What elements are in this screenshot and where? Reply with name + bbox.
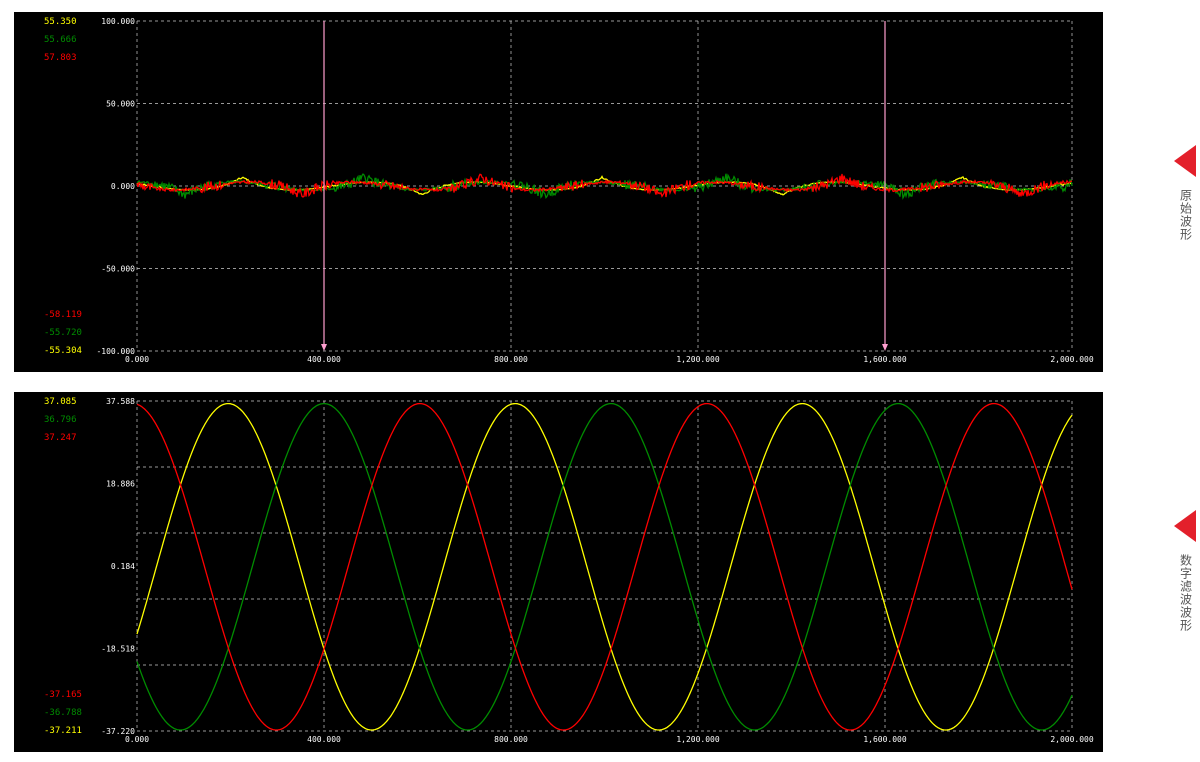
series-line-green <box>136 402 1073 731</box>
x-tick-label: 1,600.000 <box>863 735 907 744</box>
x-tick-label: 2,000.000 <box>1050 355 1094 364</box>
x-tick-label: 1,600.000 <box>863 355 907 364</box>
x-tick-label: 1,200.000 <box>676 355 720 364</box>
min-readout-green: -36.788 <box>44 708 82 718</box>
filtered-waveform-chart: 0.000 400.000 800.000 1,200.000 1,600.000 2,0… <box>14 392 1103 752</box>
side-nav-filtered-waveform[interactable]: 数字滤波波形 <box>1172 510 1200 632</box>
x-tick-label: 400.000 <box>307 355 341 364</box>
plot-svg: 0.000 400.000 800.000 1,200.000 1,600.000 2,0… <box>44 397 1094 744</box>
x-tick-label: 400.000 <box>307 735 341 744</box>
x-tick-label: 1,200.000 <box>676 735 720 744</box>
y-tick-label: 0.000 <box>111 182 135 191</box>
max-readout-yellow: 55.350 <box>44 17 77 27</box>
max-readout-red: 37.247 <box>44 433 77 443</box>
y-tick-label: -50.000 <box>101 265 135 274</box>
side-label: 数字滤波波形 <box>1178 554 1193 632</box>
side-label: 原始波形 <box>1178 189 1193 241</box>
series-line-yellow <box>136 402 1073 731</box>
max-readout-yellow: 37.085 <box>44 397 77 407</box>
y-tick-label: -37.220 <box>101 727 135 736</box>
min-readout-red: -58.119 <box>44 310 82 320</box>
min-readout-red: -37.165 <box>44 690 82 700</box>
series-line-red <box>136 173 1072 198</box>
plot-svg: 0.000 400.000 800.000 1,200.000 1,600.000 2,0… <box>44 17 1094 364</box>
x-tick-label: 800.000 <box>494 355 528 364</box>
y-tick-label: 18.886 <box>106 480 135 489</box>
raw-waveform-chart: 0.000 400.000 800.000 1,200.000 1,600.000 2,0… <box>14 12 1103 372</box>
y-tick-label: 50.000 <box>106 100 135 109</box>
y-tick-label: 0.184 <box>111 562 135 571</box>
min-readout-yellow: -37.211 <box>44 726 82 736</box>
triangle-left-icon <box>1174 145 1196 177</box>
min-readout-yellow: -55.304 <box>44 346 82 356</box>
max-readout-green: 36.796 <box>44 415 77 425</box>
y-tick-label: 37.588 <box>106 397 135 406</box>
x-tick-label: 2,000.000 <box>1050 735 1094 744</box>
side-nav-raw-waveform[interactable]: 原始波形 <box>1172 145 1200 241</box>
x-tick-label: 0.000 <box>125 735 149 744</box>
cursor-marker-arrow-icon <box>321 344 327 351</box>
cursor-marker-arrow-icon <box>882 344 888 351</box>
min-readout-green: -55.720 <box>44 328 82 338</box>
x-tick-label: 0.000 <box>125 355 149 364</box>
series-line-red <box>136 402 1073 731</box>
triangle-left-icon <box>1174 510 1196 542</box>
max-readout-green: 55.666 <box>44 35 77 45</box>
y-tick-label: 100.000 <box>101 17 135 26</box>
y-tick-label: -18.518 <box>101 645 135 654</box>
max-readout-red: 57.803 <box>44 53 77 63</box>
y-tick-label: -100.000 <box>96 347 135 356</box>
x-tick-label: 800.000 <box>494 735 528 744</box>
